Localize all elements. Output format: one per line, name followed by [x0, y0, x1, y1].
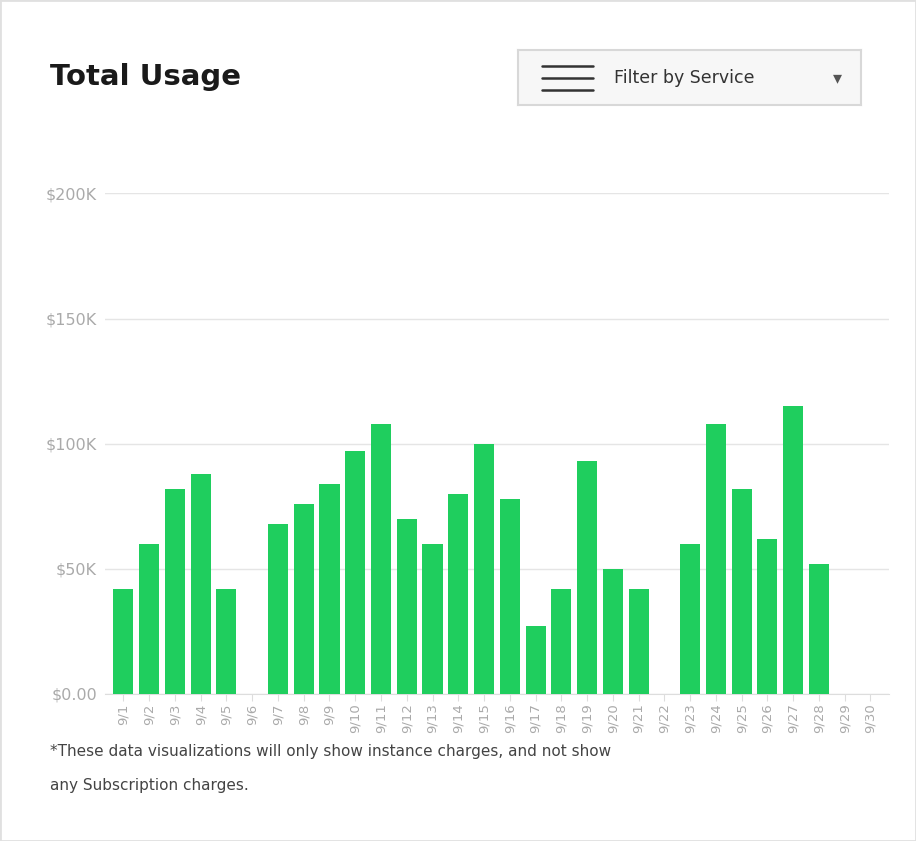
- Bar: [732, 489, 752, 694]
- Bar: [165, 489, 185, 694]
- Bar: [397, 519, 417, 694]
- Bar: [371, 424, 391, 694]
- Bar: [216, 589, 236, 694]
- Text: Total Usage: Total Usage: [50, 63, 242, 91]
- Bar: [267, 524, 288, 694]
- Text: *These data visualizations will only show instance charges, and not show: *These data visualizations will only sho…: [50, 744, 612, 759]
- Bar: [474, 444, 494, 694]
- Bar: [526, 627, 546, 694]
- Bar: [680, 544, 700, 694]
- Bar: [500, 499, 520, 694]
- Text: Filter by Service: Filter by Service: [614, 69, 754, 87]
- Bar: [114, 589, 134, 694]
- Bar: [448, 494, 468, 694]
- Text: ▾: ▾: [833, 69, 842, 87]
- Bar: [345, 451, 365, 694]
- Bar: [294, 504, 314, 694]
- Bar: [320, 484, 340, 694]
- Bar: [139, 544, 159, 694]
- Text: any Subscription charges.: any Subscription charges.: [50, 778, 249, 793]
- Bar: [706, 424, 726, 694]
- Bar: [783, 406, 803, 694]
- Bar: [191, 473, 211, 694]
- Bar: [422, 544, 442, 694]
- Bar: [551, 589, 572, 694]
- Bar: [809, 563, 829, 694]
- Bar: [603, 569, 623, 694]
- Bar: [628, 589, 649, 694]
- Bar: [758, 539, 778, 694]
- Bar: [577, 461, 597, 694]
